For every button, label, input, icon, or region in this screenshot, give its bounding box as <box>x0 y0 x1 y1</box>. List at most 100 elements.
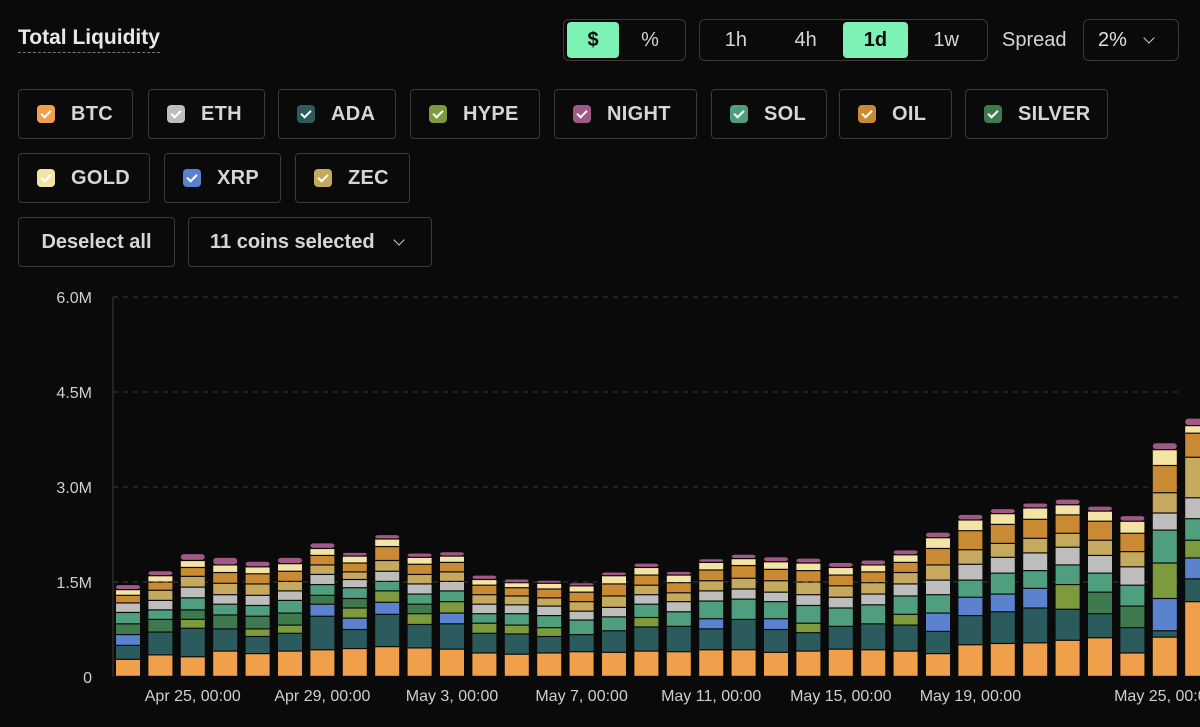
bar-segment-night <box>213 557 238 565</box>
coin-chip-gold[interactable]: GOLD <box>18 153 150 203</box>
bar-segment-btc <box>245 654 270 676</box>
bar-segment-sol <box>1088 573 1112 592</box>
bar-segment-btc <box>764 652 788 676</box>
bar-segment-btc <box>861 650 886 676</box>
y-tick-label: 6.0M <box>56 290 92 307</box>
coin-chip-hype[interactable]: HYPE <box>410 89 540 139</box>
bar-stack <box>602 572 626 676</box>
bar-segment-btc <box>148 655 173 676</box>
bar-segment-oil <box>375 547 400 560</box>
bar-segment-gold <box>666 575 691 583</box>
bar-segment-sol <box>828 608 853 626</box>
interval-4h-button[interactable]: 4h <box>794 28 817 51</box>
bar-segment-zec <box>504 596 529 605</box>
bar-segment-night <box>440 552 464 556</box>
x-tick-label: May 3, 00:00 <box>406 688 499 705</box>
bar-stack <box>990 509 1015 676</box>
coin-chip-zec[interactable]: ZEC <box>295 153 410 203</box>
bar-segment-night <box>893 550 918 555</box>
bar-segment-btc <box>440 649 464 676</box>
page-title[interactable]: Total Liquidity <box>18 26 160 53</box>
spread-select[interactable]: 2% <box>1083 19 1179 61</box>
bar-segment-zec <box>1023 538 1048 553</box>
bar-segment-zec <box>375 561 400 571</box>
coin-chip-silver[interactable]: SILVER <box>965 89 1108 139</box>
bar-segment-btc <box>278 651 302 676</box>
bar-segment-ada <box>958 616 983 645</box>
bar-segment-sol <box>569 620 594 634</box>
bar-segment-btc <box>666 652 691 676</box>
bar-segment-gold <box>1152 450 1177 465</box>
coin-chip-oil[interactable]: OIL <box>839 89 952 139</box>
bar-segment-sol <box>1055 565 1080 584</box>
bar-segment-gold <box>407 557 432 564</box>
bar-segment-sol <box>116 613 140 624</box>
bar-segment-oil <box>796 571 821 582</box>
coin-chip-night[interactable]: NIGHT <box>554 89 697 139</box>
coin-chip-sol[interactable]: SOL <box>711 89 827 139</box>
bar-stack <box>699 559 724 676</box>
interval-1h-button[interactable]: 1h <box>724 28 747 51</box>
bar-segment-btc <box>1152 637 1177 676</box>
x-tick-label: May 25, 00:00 <box>1114 688 1200 705</box>
coin-chip-eth[interactable]: ETH <box>148 89 265 139</box>
bar-segment-night <box>537 580 562 583</box>
bar-segment-sol <box>1152 530 1177 563</box>
bar-segment-sol <box>1185 519 1200 540</box>
bar-segment-oil <box>472 585 497 595</box>
bar-segment-sol <box>893 596 918 614</box>
interval-1w-button[interactable]: 1w <box>933 28 959 51</box>
unit-dollar-button[interactable]: $ <box>567 22 619 58</box>
bar-segment-zec <box>1185 457 1200 498</box>
bar-stack <box>440 552 464 676</box>
coin-label: ADA <box>331 102 376 125</box>
bar-segment-oil <box>666 583 691 593</box>
bar-stack <box>1088 506 1112 676</box>
bar-segment-night <box>375 535 400 539</box>
bar-segment-zec <box>440 572 464 581</box>
bar-segment-sol <box>699 601 724 619</box>
bar-segment-night <box>731 554 756 558</box>
bar-stack <box>278 557 302 676</box>
bar-segment-sol <box>731 599 756 619</box>
bar-segment-btc <box>472 653 497 676</box>
y-tick-label: 1.5M <box>56 575 92 592</box>
bar-segment-silver <box>148 620 173 632</box>
y-tick-label: 0 <box>83 670 92 687</box>
bar-segment-oil <box>1055 515 1080 533</box>
chart-bars <box>116 418 1200 676</box>
deselect-all-button[interactable]: Deselect all <box>18 217 175 267</box>
bar-segment-eth <box>1152 513 1177 530</box>
bar-segment-xrp <box>990 594 1015 612</box>
bar-segment-ada <box>828 626 853 649</box>
bar-segment-gold <box>504 583 529 588</box>
bar-segment-sol <box>310 585 335 595</box>
bar-segment-hype <box>1055 585 1080 609</box>
coin-chip-btc[interactable]: BTC <box>18 89 133 139</box>
bar-segment-btc <box>213 651 238 676</box>
bar-segment-oil <box>1023 519 1048 538</box>
interval-1d-button[interactable]: 1d <box>842 22 909 58</box>
bar-segment-gold <box>699 563 724 570</box>
bar-segment-gold <box>1023 508 1048 519</box>
coin-chip-ada[interactable]: ADA <box>278 89 396 139</box>
coins-selected-dropdown[interactable]: 11 coins selected <box>188 217 432 267</box>
bar-stack <box>1023 503 1048 676</box>
unit-percent-button[interactable]: % <box>641 28 659 51</box>
bar-segment-btc <box>342 649 367 676</box>
bar-segment-ada <box>342 630 367 648</box>
x-tick-label: Apr 29, 00:00 <box>274 688 370 705</box>
coin-label: GOLD <box>71 166 130 189</box>
coin-label: OIL <box>892 102 927 125</box>
coin-chip-xrp[interactable]: XRP <box>164 153 281 203</box>
coin-label: SILVER <box>1018 102 1091 125</box>
bar-segment-ada <box>537 637 562 653</box>
bar-stack <box>504 579 529 676</box>
bar-segment-ada <box>602 631 626 652</box>
bar-segment-ada <box>180 628 205 657</box>
bar-segment-sol <box>213 604 238 615</box>
bar-segment-oil <box>958 531 983 550</box>
coin-label: XRP <box>217 166 260 189</box>
bar-segment-eth <box>116 603 140 612</box>
bar-segment-gold <box>342 556 367 563</box>
